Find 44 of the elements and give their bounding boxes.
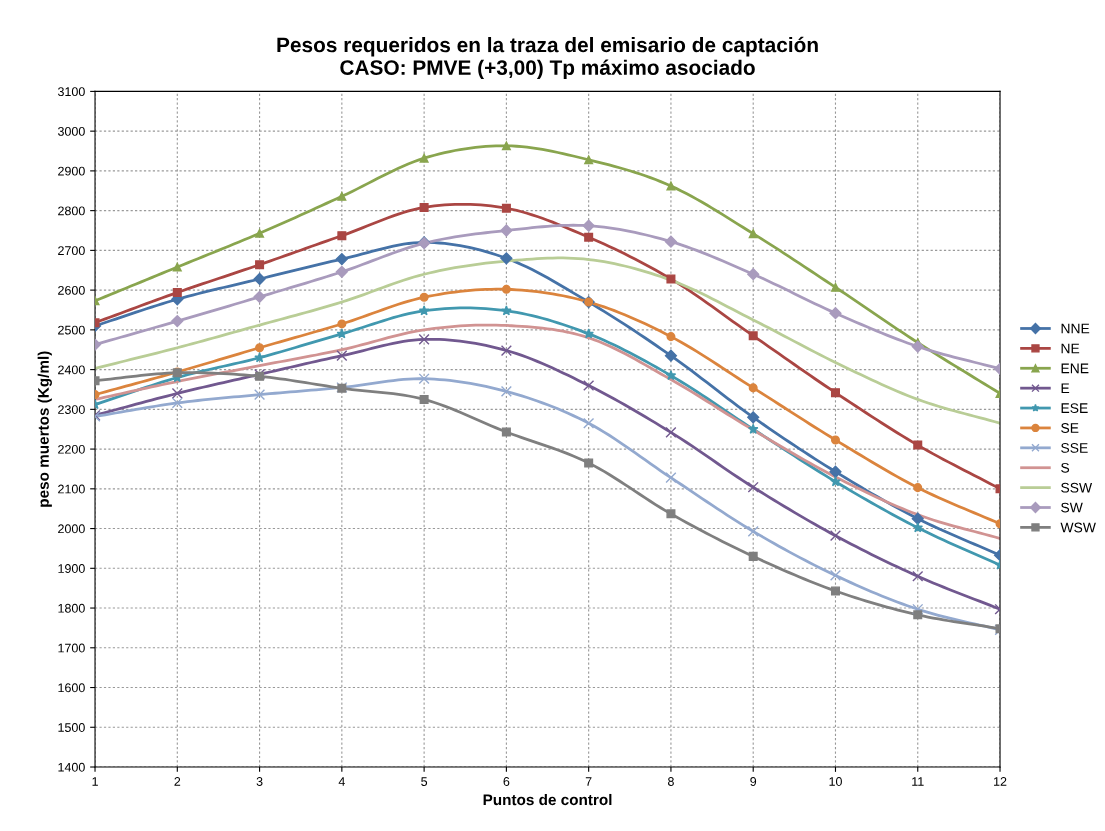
x-tick-label: 4 (338, 777, 345, 786)
legend-label: SSW (1061, 482, 1093, 493)
x-tick-label: 5 (421, 777, 428, 786)
y-tick-label: 1600 (58, 683, 85, 693)
x-tick-label: 6 (503, 777, 510, 786)
y-tick-label: 2000 (58, 524, 85, 534)
y-tick-label: 2400 (58, 365, 85, 375)
y-tick-label: 1900 (58, 564, 85, 573)
legend-label: SW (1061, 502, 1083, 513)
y-axis-title: peso muertos (Kg/ml) (37, 351, 52, 507)
y-tick-label: 1500 (58, 723, 85, 732)
legend-label: NE (1061, 343, 1080, 354)
y-tick-label: 2800 (58, 206, 85, 216)
legend-label: SSE (1061, 443, 1088, 453)
x-tick-label: 2 (174, 777, 181, 786)
y-tick-label: 2600 (58, 285, 85, 295)
y-tick-label: 1700 (58, 643, 85, 653)
x-tick-label: 3 (256, 777, 263, 786)
y-tick-label: 2200 (58, 444, 85, 454)
x-tick-label: 7 (585, 777, 592, 786)
y-tick-label: 1400 (58, 762, 85, 772)
legend-label: SE (1061, 423, 1079, 433)
x-tick-label: 12 (994, 777, 1007, 786)
y-tick-label: 1800 (58, 603, 85, 613)
legend-label: WSW (1060, 522, 1096, 533)
chart-title: Pesos requeridos en la traza del emisario de captación CASO: PMVE (+3,00) Tp máximo asociado (277, 36, 818, 80)
y-tick-label: 2100 (58, 484, 85, 494)
x-tick-label: 10 (829, 777, 842, 786)
x-tick-label: 8 (668, 777, 674, 786)
x-tick-label: 1 (92, 777, 98, 786)
x-tick-label: 9 (750, 777, 757, 786)
y-tick-label: 3100 (57, 87, 85, 97)
x-axis-title: Puntos de control (483, 793, 612, 806)
y-tick-label: 2500 (58, 325, 85, 335)
legend-label: NNE (1061, 323, 1090, 334)
y-tick-label: 2700 (58, 246, 85, 256)
legend-label: S (1061, 462, 1070, 473)
legend-label: ENE (1061, 363, 1089, 374)
legend-label: ESE (1061, 403, 1088, 414)
x-tick-label: 11 (912, 777, 924, 786)
y-tick-label: 2300 (58, 405, 85, 414)
y-tick-label: 2900 (58, 166, 85, 176)
legend-label: E (1061, 383, 1070, 394)
y-tick-label: 3000 (57, 126, 85, 136)
